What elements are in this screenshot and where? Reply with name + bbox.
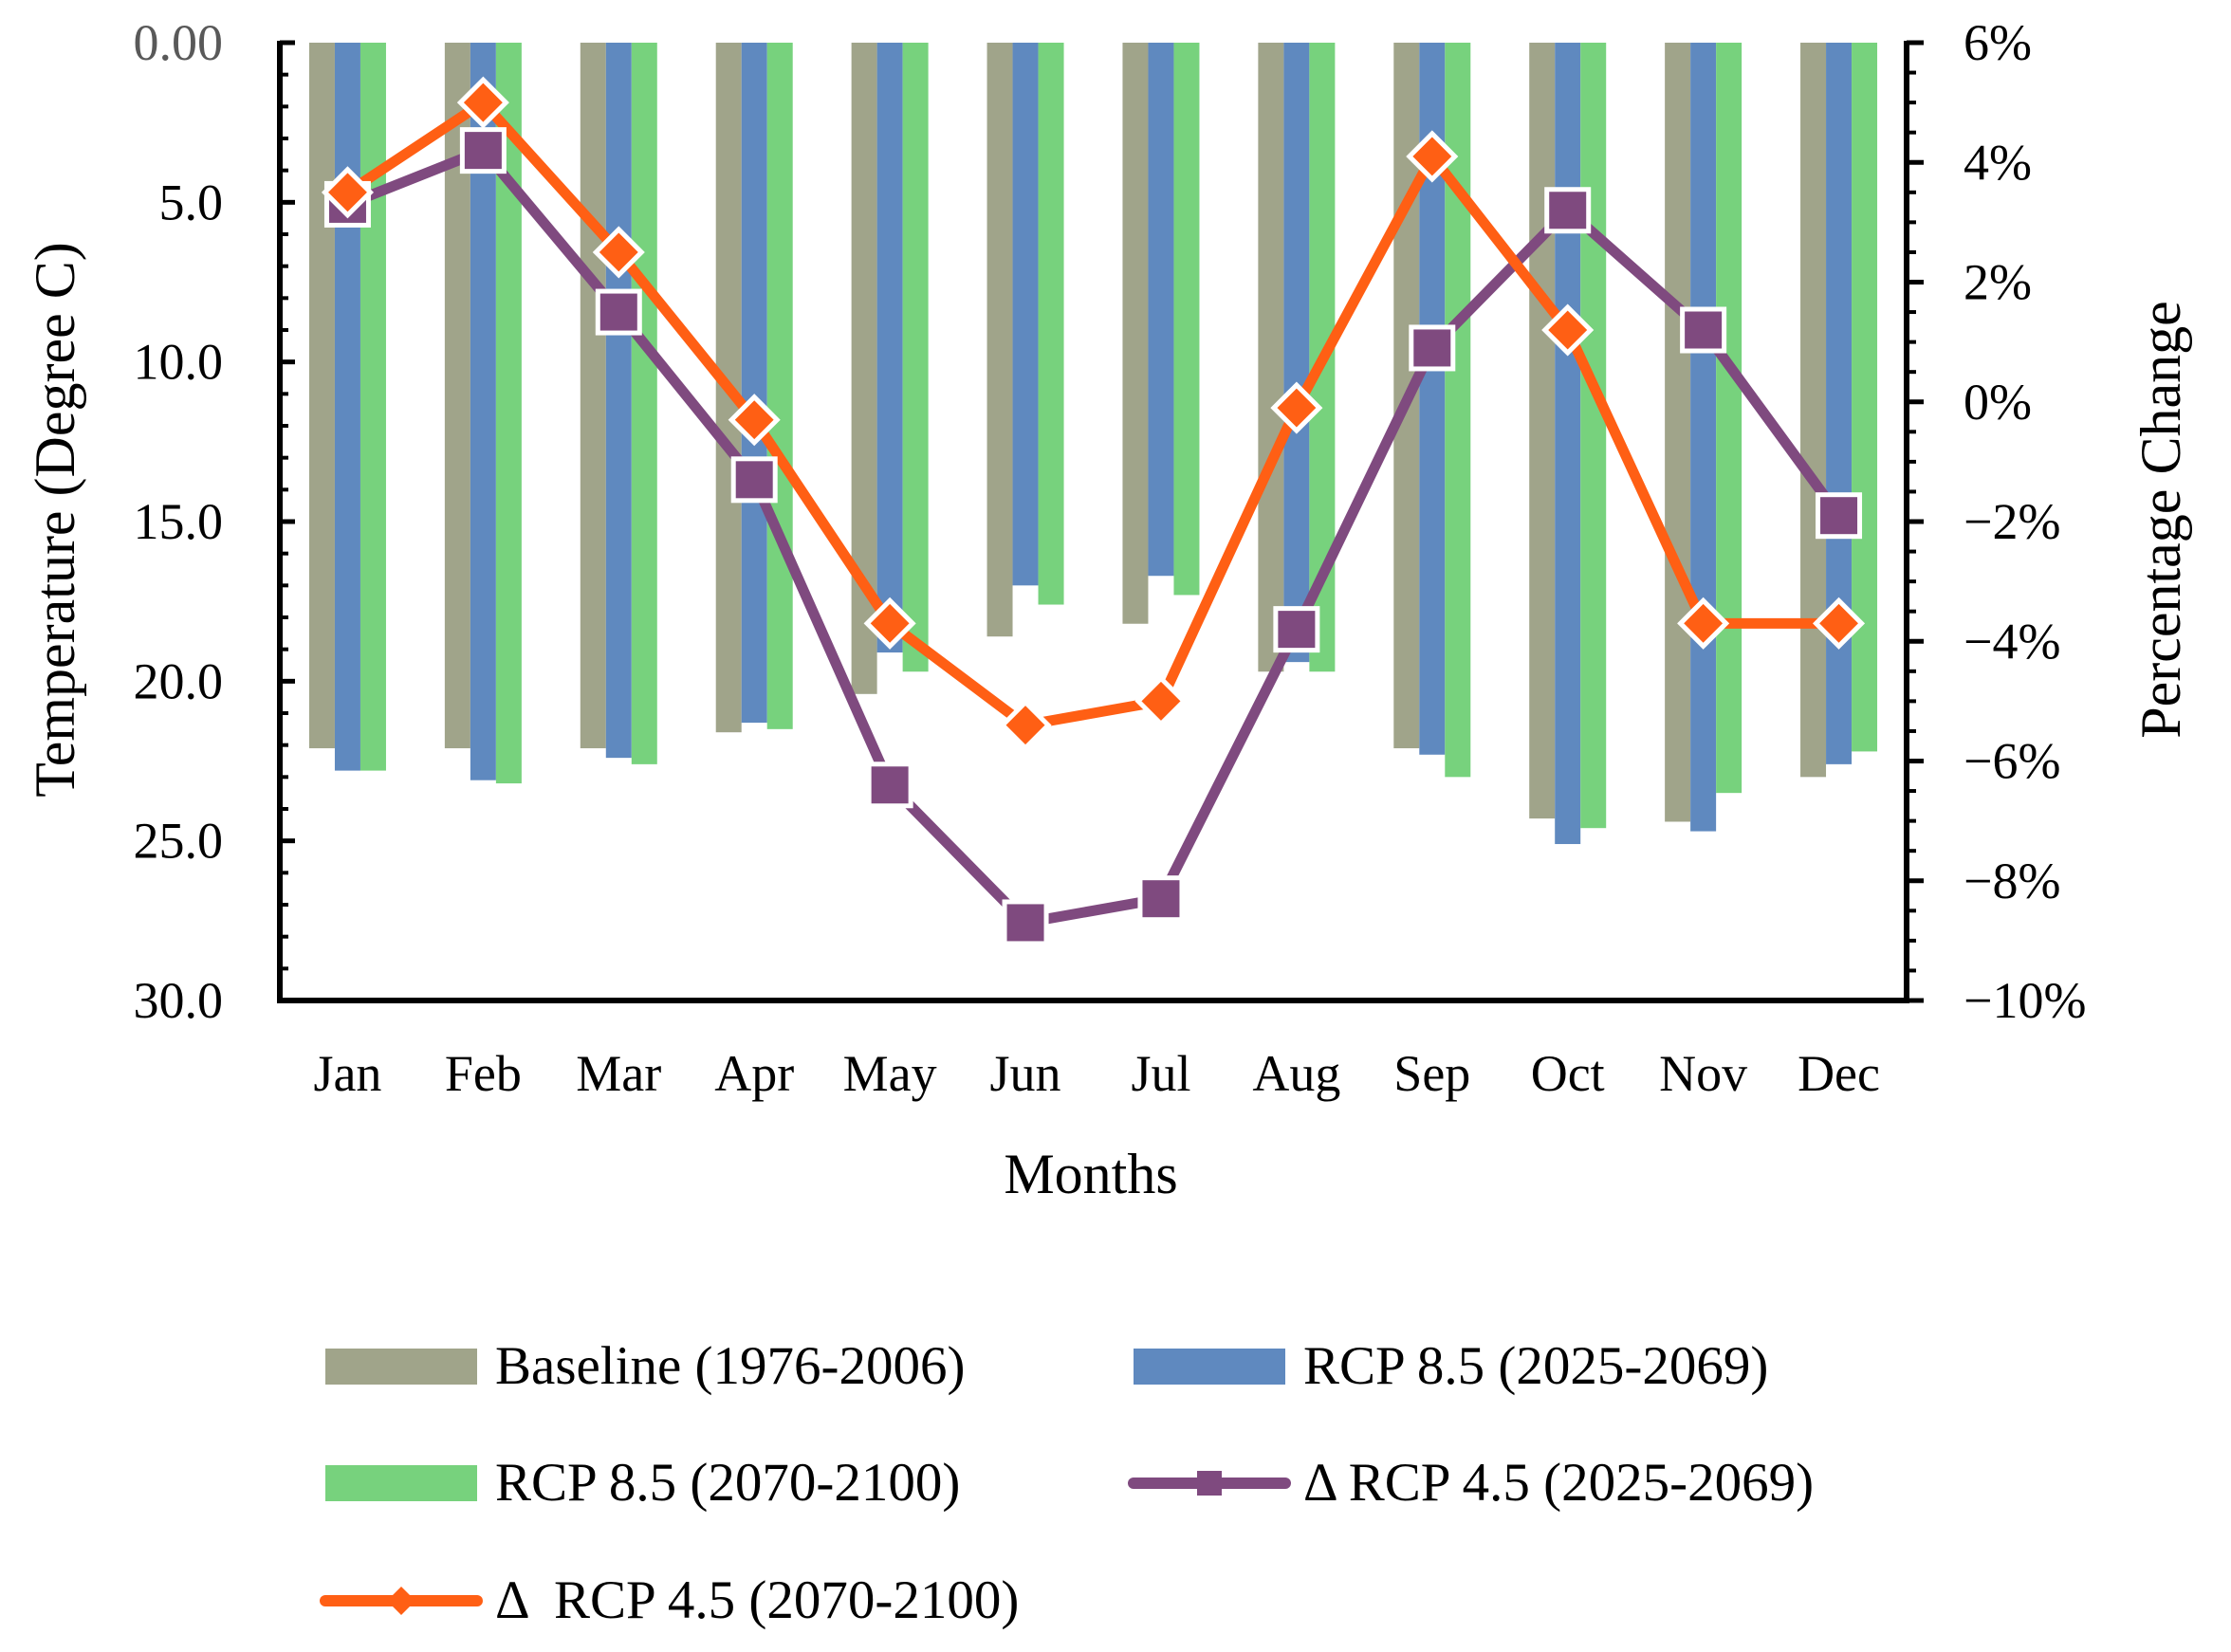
bar-1-dec: [1826, 43, 1853, 764]
legend-label-baseline: Baseline (1976-2006): [495, 1336, 965, 1396]
x-tick-label-aug: Aug: [1252, 1045, 1340, 1102]
left-tick-label-6: 30.0: [134, 972, 224, 1029]
right-tick-label-5: −4%: [1964, 613, 2060, 670]
marker-0-jun: [1002, 899, 1049, 946]
bar-2-jul: [1173, 43, 1200, 596]
legend-swatch-rcp85-2070: [325, 1465, 477, 1501]
right-tick-label-0: 6%: [1964, 14, 2032, 71]
bar-1-jun: [1012, 43, 1039, 586]
marker-0-may: [866, 762, 913, 809]
x-tick-label-may: May: [843, 1045, 937, 1102]
x-axis-title: Months: [1004, 1143, 1177, 1205]
marker-0-mar: [595, 288, 642, 336]
x-tick-label-sep: Sep: [1393, 1045, 1470, 1102]
y-axis-left-title: Temperature (Degree C): [24, 242, 86, 797]
legend-swatch-rcp85-2025: [1134, 1349, 1285, 1385]
left-tick-label-1: 5.0: [159, 174, 224, 230]
left-tick-label-0: 0.00: [134, 14, 224, 71]
left-tick-label-5: 25.0: [134, 813, 224, 870]
bar-1-jul: [1148, 43, 1174, 577]
marker-1-oct: [1541, 303, 1595, 357]
right-tick-label-6: −6%: [1964, 733, 2060, 790]
ticks-layer: 0.00 5.0 10.0 15.0 20.0 25.0 30.0 6% 4% 2% 0% −2% −4…: [134, 14, 2087, 1102]
marker-1-jun: [999, 699, 1052, 752]
marker-1-mar: [592, 226, 645, 279]
marker-1-dec: [1813, 597, 1866, 650]
bar-2-may: [902, 43, 929, 672]
bar-2-oct: [1580, 43, 1607, 829]
lines-layer: [321, 76, 1866, 946]
marker-1-jan: [321, 166, 374, 219]
bar-1-nov: [1690, 43, 1717, 832]
bar-1-mar: [605, 43, 632, 759]
legend-label-rcp45-2025: Δ RCP 4.5 (2025-2069): [1303, 1453, 1814, 1513]
bar-0-dec: [1800, 43, 1827, 778]
legend-swatch-baseline: [325, 1349, 477, 1385]
marker-0-oct: [1544, 187, 1592, 234]
marker-0-jul: [1137, 875, 1185, 923]
bar-1-apr: [741, 43, 767, 724]
y-axis-right-title: Percentage Change: [2130, 301, 2192, 738]
bar-2-apr: [766, 43, 793, 729]
marker-1-may: [863, 597, 916, 650]
bar-1-jan: [334, 43, 360, 771]
bar-2-jan: [360, 43, 386, 771]
left-tick-label-3: 15.0: [134, 493, 224, 550]
marker-1-jul: [1134, 674, 1188, 727]
bar-0-mar: [580, 43, 606, 749]
left-tick-label-4: 20.0: [134, 652, 224, 709]
legend: Baseline (1976-2006) RCP 8.5 (2025-2069)…: [320, 1336, 1814, 1630]
marker-0-aug: [1273, 606, 1320, 653]
x-tick-label-feb: Feb: [445, 1045, 522, 1102]
legend-label-rcp45-2070: Δ RCP 4.5 (2070-2100): [495, 1570, 1019, 1630]
bar-2-nov: [1716, 43, 1742, 794]
marker-0-nov: [1680, 306, 1727, 354]
marker-1-feb: [456, 76, 509, 129]
right-tick-label-3: 0%: [1964, 374, 2032, 431]
legend-label-rcp85-2070: RCP 8.5 (2070-2100): [495, 1453, 960, 1513]
x-tick-label-jun: Jun: [990, 1045, 1061, 1102]
bar-0-oct: [1529, 43, 1556, 819]
legend-label-rcp85-2025: RCP 8.5 (2025-2069): [1303, 1336, 1768, 1396]
bar-0-jul: [1122, 43, 1149, 624]
marker-0-apr: [730, 456, 778, 504]
bar-2-jun: [1038, 43, 1064, 605]
left-tick-label-2: 10.0: [134, 334, 224, 391]
marker-0-sep: [1409, 324, 1456, 372]
marker-0-dec: [1816, 492, 1863, 540]
marker-1-nov: [1677, 597, 1730, 650]
marker-1-apr: [728, 394, 781, 447]
bar-0-aug: [1258, 43, 1284, 672]
x-tick-label-dec: Dec: [1798, 1045, 1880, 1102]
axes-layer: [277, 41, 1909, 1003]
bar-1-oct: [1555, 43, 1581, 845]
legend-marker-rcp45-2070: [387, 1587, 415, 1615]
x-tick-label-mar: Mar: [576, 1045, 661, 1102]
legend-marker-rcp45-2025: [1197, 1471, 1222, 1496]
bar-1-aug: [1283, 43, 1310, 663]
bar-1-may: [876, 43, 903, 653]
right-tick-label-7: −8%: [1964, 853, 2060, 909]
bar-2-mar: [631, 43, 657, 764]
right-tick-label-2: 2%: [1964, 254, 2032, 311]
line-series-1: [341, 97, 1845, 731]
bar-0-jan: [308, 43, 335, 749]
bar-2-dec: [1852, 43, 1878, 752]
right-tick-label-4: −2%: [1964, 493, 2060, 550]
x-tick-label-jul: Jul: [1131, 1045, 1190, 1102]
right-tick-label-8: −10%: [1964, 972, 2086, 1029]
marker-1-aug: [1270, 381, 1323, 434]
x-tick-label-jan: Jan: [313, 1045, 381, 1102]
x-tick-label-nov: Nov: [1659, 1045, 1747, 1102]
right-tick-label-1: 4%: [1964, 134, 2032, 191]
bar-0-nov: [1665, 43, 1691, 822]
x-tick-label-apr: Apr: [714, 1045, 794, 1102]
marker-1-sep: [1406, 130, 1459, 183]
x-tick-label-oct: Oct: [1531, 1045, 1605, 1102]
marker-0-feb: [459, 127, 507, 174]
line-series-0: [341, 145, 1845, 928]
bar-0-jun: [986, 43, 1013, 637]
